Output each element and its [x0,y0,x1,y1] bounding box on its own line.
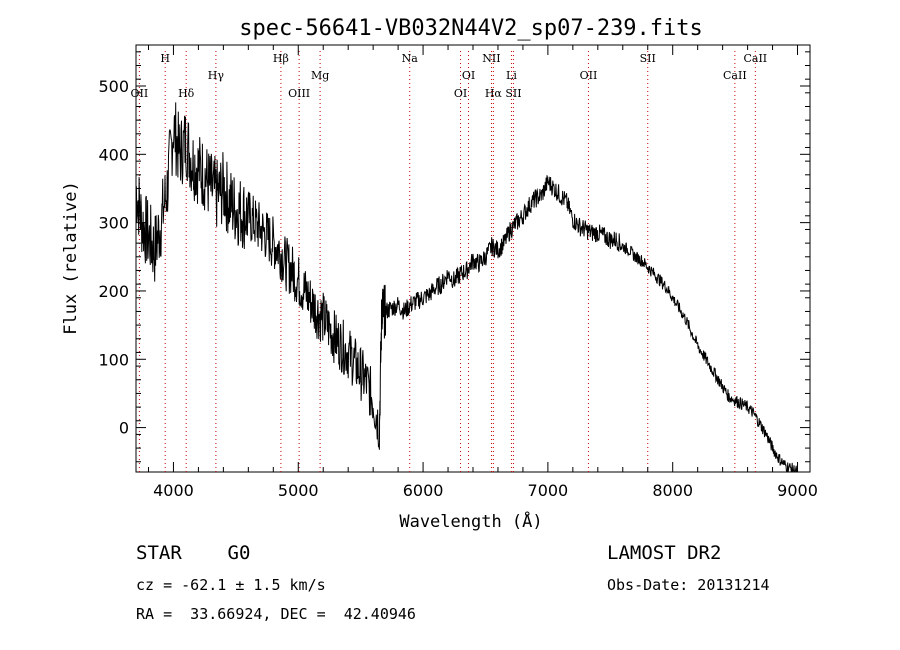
spectral-line-label: Mg [311,69,329,82]
x-axis-label: Wavelength (Å) [399,510,542,532]
spectral-line-label: Hδ [178,87,195,100]
spectral-line-label: NII [482,52,500,65]
x-tick-label: 7000 [528,481,569,500]
observation-date: Obs-Date: 20131214 [607,576,770,594]
spectral-line-label: Hβ [273,52,289,65]
spectrum-series-line [135,102,798,473]
spectral-line-label: Hα [485,87,503,100]
line-markers [138,51,756,472]
spectral-line-label: CaII [743,52,767,65]
spectral-line-label: CaII [723,69,747,82]
x-tick-label: 4000 [153,481,194,500]
x-tick-label: 8000 [652,481,693,500]
x-axis: 4000 5000 6000 7000 8000 9000 [147,45,818,500]
spectral-line-label: Hγ [208,69,225,82]
spectral-line-label: OI [454,87,467,100]
chart-title: spec-56641-VB032N44V2_sp07-239.fits [239,16,703,41]
spectral-line-label: OII [131,87,149,100]
x-tick-label: 5000 [278,481,319,500]
object-type: STAR G0 [136,542,251,564]
y-tick-label: 300 [98,214,129,233]
y-tick-label: 0 [119,419,129,438]
spectral-line-label: SII [505,87,521,100]
spectral-line-label: Li [506,69,517,82]
y-tick-label: 200 [98,282,129,301]
spectral-line-label: OI [462,69,475,82]
y-axis: 0 100 200 300 400 500 [98,51,810,463]
redshift-velocity: cz = -62.1 ± 1.5 km/s [136,576,326,594]
y-axis-label: Flux (relative) [61,181,81,335]
x-tick-label: 9000 [777,481,818,500]
spectral-line-label: Na [402,52,419,65]
spectral-line-label: SII [640,52,656,65]
spectral-line-label: OIII [288,87,310,100]
y-tick-label: 500 [98,77,129,96]
spectral-line-label: H [160,52,170,65]
survey-name: LAMOST DR2 [607,542,722,564]
y-tick-label: 100 [98,350,129,369]
y-tick-label: 400 [98,145,129,164]
x-tick-label: 6000 [403,481,444,500]
spectral-line-label: OII [580,69,598,82]
sky-coordinates: RA = 33.66924, DEC = 42.40946 [136,605,416,623]
